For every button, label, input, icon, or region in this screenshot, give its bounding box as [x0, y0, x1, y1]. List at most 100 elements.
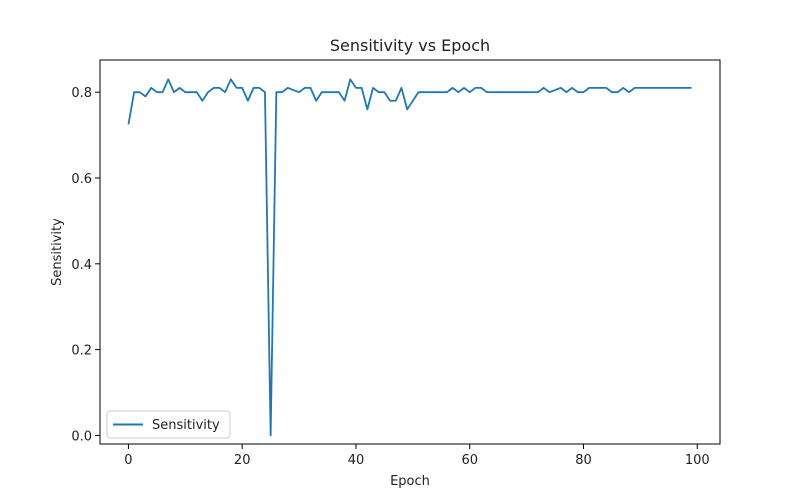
data-point: [139, 91, 141, 93]
data-point: [372, 87, 374, 89]
data-point: [213, 87, 215, 89]
data-point: [338, 91, 340, 93]
data-point: [435, 91, 437, 93]
y-tick-label: 0.4: [71, 258, 92, 273]
legend-label-sensitivity: Sensitivity: [152, 418, 220, 433]
data-point: [446, 91, 448, 93]
data-point: [247, 100, 249, 102]
data-point: [497, 91, 499, 93]
data-point: [196, 91, 198, 93]
data-point: [605, 87, 607, 89]
data-point: [691, 87, 693, 89]
x-tick-label: 40: [348, 453, 365, 468]
x-tick-label: 100: [685, 453, 710, 468]
y-tick-label: 0.8: [71, 86, 92, 101]
data-point: [486, 91, 488, 93]
data-point: [566, 91, 568, 93]
data-point: [173, 91, 175, 93]
data-point: [133, 91, 135, 93]
data-point: [167, 79, 169, 81]
data-point: [412, 100, 414, 102]
data-point: [651, 87, 653, 89]
data-point: [258, 87, 260, 89]
data-point: [281, 91, 283, 93]
x-tick-label: 0: [124, 453, 132, 468]
data-point: [315, 100, 317, 102]
x-tick-label: 60: [461, 453, 478, 468]
data-point: [349, 79, 351, 81]
data-point: [253, 87, 255, 89]
data-point: [492, 91, 494, 93]
data-point: [270, 435, 272, 437]
data-point: [321, 91, 323, 93]
x-tick-label: 80: [575, 453, 592, 468]
data-point: [293, 89, 295, 91]
data-point: [600, 87, 602, 89]
data-point: [355, 87, 357, 89]
y-tick-label: 0.2: [71, 344, 92, 359]
data-point: [344, 100, 346, 102]
data-point: [310, 87, 312, 89]
chart-title: Sensitivity vs Epoch: [330, 36, 490, 55]
data-point: [304, 87, 306, 89]
data-point: [298, 91, 300, 93]
y-tick-label: 0.0: [71, 429, 92, 444]
data-point: [583, 91, 585, 93]
data-point: [332, 91, 334, 93]
data-point: [452, 87, 454, 89]
data-point: [361, 87, 363, 89]
y-tick-label: 0.6: [71, 172, 92, 187]
data-point: [560, 87, 562, 89]
data-point: [588, 87, 590, 89]
data-point: [241, 87, 243, 89]
data-point: [537, 91, 539, 93]
data-point: [463, 87, 465, 89]
data-point: [634, 87, 636, 89]
data-point: [378, 91, 380, 93]
data-point: [640, 87, 642, 89]
data-point: [645, 87, 647, 89]
data-point: [657, 87, 659, 89]
data-point: [429, 91, 431, 93]
data-point: [230, 79, 232, 81]
data-point: [623, 87, 625, 89]
data-point: [571, 87, 573, 89]
data-point: [617, 91, 619, 93]
data-point: [327, 91, 329, 93]
data-point: [185, 91, 187, 93]
x-tick-label: 20: [234, 453, 251, 468]
data-point: [150, 87, 152, 89]
data-point: [276, 91, 278, 93]
data-point: [224, 91, 226, 93]
data-point: [503, 91, 505, 93]
data-point: [662, 87, 664, 89]
data-point: [469, 91, 471, 93]
data-point: [674, 87, 676, 89]
data-point: [202, 100, 204, 102]
legend-box: [106, 410, 231, 439]
data-point: [128, 124, 130, 126]
plot-frame: [99, 59, 721, 445]
data-point: [395, 100, 397, 102]
data-point: [190, 91, 192, 93]
data-point: [475, 87, 477, 89]
data-point: [440, 91, 442, 93]
data-point: [531, 91, 533, 93]
data-point: [514, 91, 516, 93]
data-point: [236, 87, 238, 89]
data-point: [543, 87, 545, 89]
data-point: [549, 91, 551, 93]
data-point: [219, 87, 221, 89]
data-point: [554, 89, 556, 91]
data-point: [287, 87, 289, 89]
data-point: [418, 91, 420, 93]
data-point: [367, 109, 369, 111]
data-point: [509, 91, 511, 93]
data-point: [389, 100, 391, 102]
data-point: [685, 87, 687, 89]
data-point: [264, 91, 266, 93]
data-point: [458, 91, 460, 93]
data-point: [679, 87, 681, 89]
data-point: [156, 91, 158, 93]
